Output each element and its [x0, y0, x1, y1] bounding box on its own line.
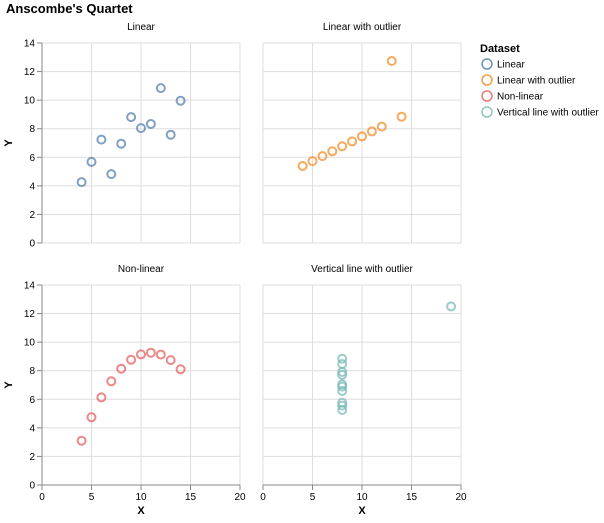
- y-tick-label: 4: [29, 181, 35, 192]
- data-point: [317, 151, 328, 162]
- data-point: [96, 392, 107, 403]
- legend-label: Vertical line with outlier: [497, 108, 599, 119]
- data-point: [337, 386, 348, 396]
- data-point: [76, 177, 87, 188]
- y-tick-label: 14: [24, 39, 36, 50]
- legend-label: Linear: [497, 60, 525, 71]
- x-tick-label: 10: [135, 492, 147, 503]
- data-point: [337, 381, 348, 392]
- data-point: [175, 364, 186, 375]
- facet-title: Linear: [127, 22, 155, 33]
- data-point: [337, 367, 348, 377]
- facet-linear-with-outlier: Linear with outlier: [262, 22, 462, 244]
- legend-title: Dataset: [480, 43, 520, 55]
- y-tick-label: 4: [29, 423, 35, 434]
- data-point: [357, 131, 367, 142]
- data-point: [116, 363, 127, 374]
- x-tick-label: 20: [455, 492, 467, 503]
- data-point: [165, 129, 176, 140]
- data-point: [396, 111, 407, 122]
- facet-vertical-line-with-outlier: Vertical line with outlier 0 5 10 15 20 X: [260, 264, 467, 517]
- legend-symbol: [481, 74, 493, 86]
- y-tick-label: 10: [24, 96, 36, 107]
- data-point: [76, 435, 87, 446]
- data-point: [126, 112, 137, 123]
- x-tick-label: 10: [356, 492, 368, 503]
- chart-title: Anscombe's Quartet: [6, 1, 133, 16]
- x-tick-label: 15: [185, 492, 197, 503]
- facet-non-linear: Non-linear 0 2 4 6 8 10 12 14 Y 0 5 10 15 20 X: [3, 264, 246, 517]
- legend-label: Non-linear: [497, 92, 544, 103]
- data-point: [386, 56, 397, 66]
- data-point: [347, 136, 358, 147]
- y-tick-label: 8: [29, 366, 35, 377]
- y-tick-label: 2: [29, 452, 35, 463]
- y-tick-label: 6: [29, 395, 35, 406]
- x-tick-label: 0: [39, 492, 45, 503]
- y-axis-title: Y: [3, 139, 15, 147]
- data-point: [446, 301, 457, 312]
- data-point: [155, 83, 166, 94]
- x-tick-label: 15: [406, 492, 418, 503]
- data-point: [106, 169, 117, 180]
- x-tick-label: 5: [89, 492, 95, 503]
- data-point: [337, 405, 348, 415]
- y-tick-label: 12: [24, 309, 36, 320]
- data-point: [337, 400, 348, 411]
- data-point: [175, 95, 186, 106]
- y-tick-label: 12: [24, 67, 36, 78]
- data-point: [337, 359, 348, 369]
- data-point: [376, 121, 387, 132]
- y-tick-label: 6: [29, 153, 35, 164]
- y-tick-label: 8: [29, 124, 35, 135]
- y-tick-label: 10: [24, 338, 36, 349]
- x-tick-label: 5: [310, 492, 316, 503]
- data-point: [106, 376, 117, 387]
- x-tick-label: 0: [260, 492, 266, 503]
- y-tick-label: 0: [29, 239, 35, 250]
- legend-symbol: [481, 90, 493, 102]
- facet-title: Non-linear: [118, 264, 165, 275]
- data-point: [307, 156, 318, 167]
- data-point: [136, 123, 146, 134]
- x-tick-label: 20: [234, 492, 246, 503]
- data-point: [136, 349, 146, 360]
- facet-title: Vertical line with outlier: [311, 264, 413, 275]
- x-axis-title: X: [137, 505, 145, 517]
- facet-title: Linear with outlier: [323, 22, 402, 33]
- data-point: [86, 156, 97, 167]
- x-axis-title: X: [358, 505, 366, 517]
- y-tick-label: 0: [29, 481, 35, 492]
- legend-symbol: [481, 58, 493, 70]
- legend-symbol: [481, 106, 493, 118]
- data-point: [297, 161, 308, 171]
- y-tick-label: 2: [29, 210, 35, 221]
- data-point: [126, 354, 137, 365]
- legend-label: Linear with outlier: [497, 76, 576, 87]
- data-point: [116, 138, 127, 149]
- y-tick-label: 14: [24, 281, 36, 292]
- data-point: [96, 134, 107, 145]
- legend: Dataset Linear Linear with outlier Non-line…: [480, 43, 599, 119]
- data-point: [366, 126, 377, 137]
- data-point: [145, 119, 156, 129]
- data-point: [327, 146, 338, 157]
- data-point: [165, 355, 176, 366]
- data-point: [86, 412, 97, 423]
- y-axis-title: Y: [3, 381, 15, 389]
- data-point: [337, 353, 348, 364]
- data-point: [155, 349, 166, 360]
- data-point: [145, 347, 156, 358]
- facet-linear: Linear 0 2 4 6 8 10 12 14 Y: [3, 22, 241, 250]
- data-point: [337, 141, 348, 152]
